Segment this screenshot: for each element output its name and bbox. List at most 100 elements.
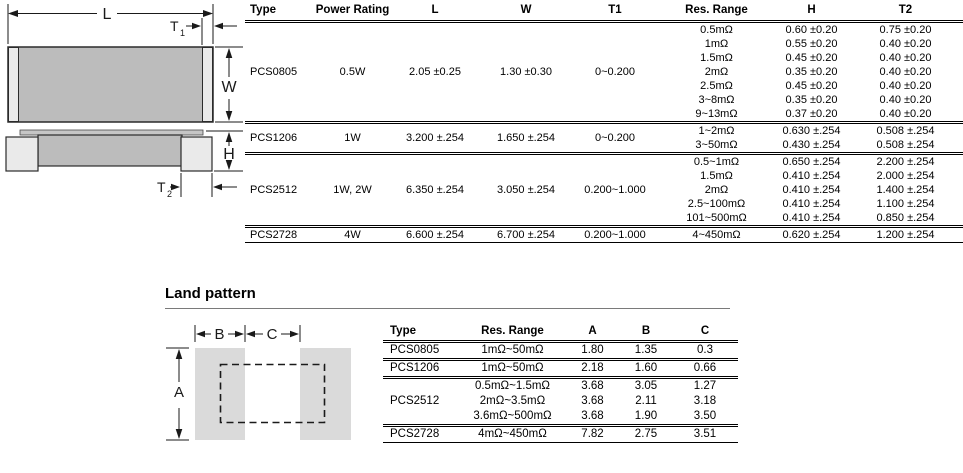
cell-t2: 0.40 ±0.20 bbox=[879, 108, 932, 120]
cell-b: 1.90 bbox=[634, 410, 658, 422]
dimensions-table: Type Power Rating L W T1 Res. Range H T2… bbox=[245, 0, 963, 243]
cell-h: 0.620 ±.254 bbox=[775, 225, 848, 243]
cell-res: 2mΩ bbox=[704, 66, 729, 78]
cell-res: 2mΩ~3.5mΩ bbox=[479, 395, 546, 407]
cell-res: 1mΩ~50mΩ bbox=[481, 344, 544, 356]
cell-res: 1.5mΩ bbox=[700, 52, 733, 64]
cell-type: PCS2728 bbox=[383, 424, 460, 443]
cell-w: 3.050 ±.254 bbox=[480, 152, 572, 227]
cell-res: 1.5mΩ bbox=[700, 170, 733, 182]
cell-power: 1W bbox=[315, 121, 390, 154]
header-l: L bbox=[390, 0, 480, 23]
cell-t2: 0.40 ±0.20 bbox=[879, 80, 932, 92]
cell-power: 1W, 2W bbox=[315, 152, 390, 227]
land-pattern-heading: Land pattern bbox=[165, 285, 730, 309]
chip-dimension-diagram: L T 1 W H T 2 bbox=[0, 0, 245, 220]
cell-type: PCS1206 bbox=[245, 121, 315, 154]
cell-t1: 0~0.200 bbox=[572, 121, 658, 154]
dim-label-w: W bbox=[221, 79, 237, 96]
dim-label-h: H bbox=[223, 146, 235, 163]
table-row: PCS2512 1W, 2W 6.350 ±.254 3.050 ±.254 0.200… bbox=[245, 152, 963, 227]
cell-h: 0.55 ±0.20 bbox=[785, 38, 838, 50]
land-pattern-table-section: Type Res. Range A B C PCS0805 1mΩ~50mΩ 1.8… bbox=[383, 322, 738, 443]
cell-l: 6.600 ±.254 bbox=[390, 225, 480, 243]
cell-t2: 0.850 ±.254 bbox=[876, 212, 935, 224]
land-diagram-svg: B C A bbox=[166, 325, 351, 441]
cell-type: PCS0805 bbox=[390, 344, 440, 356]
cell-h: 0.37 ±0.20 bbox=[785, 108, 838, 120]
chip-body-top-view bbox=[7, 46, 214, 123]
table-row: PCS1206 1W 3.200 ±.254 1.650 ±.254 0~0.200 1~… bbox=[245, 121, 963, 154]
table-row: 2.5~100mΩ 0.410 ±.254 1.100 ±.254 bbox=[245, 197, 963, 211]
chip-terminal-right bbox=[202, 47, 213, 122]
cell-res: 9~13mΩ bbox=[695, 108, 738, 120]
cell-h: 0.45 ±0.20 bbox=[785, 52, 838, 64]
cell-t1: 0.200~1.000 bbox=[572, 225, 658, 243]
cell-power: 4W bbox=[315, 225, 390, 243]
table-row: 2mΩ~3.5mΩ 3.68 2.11 3.18 bbox=[383, 394, 738, 409]
chip-side-terminal-right bbox=[180, 136, 213, 172]
cell-c: 1.27 bbox=[672, 376, 738, 394]
dim-label-b: B bbox=[214, 326, 224, 343]
header-power-rating: Power Rating bbox=[315, 0, 390, 23]
land-header-b: B bbox=[620, 322, 672, 343]
cell-res: 0.5~1mΩ bbox=[658, 152, 775, 169]
table-row: PCS2728 4W 6.600 ±.254 6.700 ±.254 0.200~1.0… bbox=[245, 225, 963, 243]
cell-t2: 0.75 ±0.20 bbox=[879, 24, 932, 36]
cell-res: 2.5mΩ bbox=[700, 80, 733, 92]
table-row: PCS1206 1mΩ~50mΩ 2.18 1.60 0.66 bbox=[383, 358, 738, 378]
cell-a: 3.68 bbox=[581, 395, 604, 407]
table-row: PCS2728 4mΩ~450mΩ 7.82 2.75 3.51 bbox=[383, 424, 738, 443]
table-row: 3~50mΩ 0.430 ±.254 0.508 ±.254 bbox=[245, 138, 963, 154]
table-row: 2mΩ 0.410 ±.254 1.400 ±.254 bbox=[245, 183, 963, 197]
cell-h: 0.410 ±.254 bbox=[782, 212, 841, 224]
cell-w: 1.650 ±.254 bbox=[480, 121, 572, 154]
cell-l: 3.200 ±.254 bbox=[390, 121, 480, 154]
cell-c: 0.3 bbox=[697, 344, 713, 356]
chip-body-side-view bbox=[37, 134, 183, 167]
cell-res: 0.5mΩ~1.5mΩ bbox=[460, 376, 565, 394]
dim-label-l: L bbox=[103, 6, 112, 23]
cell-c: 0.66 bbox=[672, 358, 738, 378]
cell-res: 4~450mΩ bbox=[658, 225, 775, 243]
cell-t2: 0.40 ±0.20 bbox=[879, 52, 932, 64]
dim-label-t2-sub: 2 bbox=[167, 189, 172, 199]
cell-res: 3~50mΩ bbox=[695, 139, 738, 151]
cell-b: 2.11 bbox=[635, 395, 657, 407]
table-row: 101~500mΩ 0.410 ±.254 0.850 ±.254 bbox=[245, 211, 963, 227]
table-row: 1mΩ 0.55 ±0.20 0.40 ±0.20 bbox=[245, 37, 963, 51]
cell-w: 1.30 ±0.30 bbox=[500, 66, 552, 78]
cell-a: 2.18 bbox=[565, 358, 620, 378]
table-row: 1.5mΩ 0.45 ±0.20 0.40 ±0.20 bbox=[245, 51, 963, 65]
cell-t2: 1.200 ±.254 bbox=[848, 225, 963, 243]
cell-t2: 0.508 ±.254 bbox=[876, 139, 935, 151]
cell-type: PCS2512 bbox=[245, 152, 315, 227]
cell-type: PCS0805 bbox=[250, 66, 298, 78]
dim-label-t1-sub: 1 bbox=[180, 28, 185, 38]
cell-t2: 1.400 ±.254 bbox=[876, 184, 935, 196]
header-h: H bbox=[775, 0, 848, 23]
table-row: 2.5mΩ 0.45 ±0.20 0.40 ±0.20 bbox=[245, 79, 963, 93]
cell-t1: 0.200~1.000 bbox=[572, 152, 658, 227]
cell-t2: 0.40 ±0.20 bbox=[879, 66, 932, 78]
cell-type: PCS2728 bbox=[245, 225, 315, 243]
cell-h: 0.35 ±0.20 bbox=[785, 94, 838, 106]
land-header-c: C bbox=[672, 322, 738, 343]
dimensions-table-section: Type Power Rating L W T1 Res. Range H T2… bbox=[245, 0, 963, 243]
cell-power: 0.5W bbox=[339, 66, 366, 78]
cell-res: 0.5mΩ bbox=[700, 24, 733, 36]
chip-diagram-svg: L T 1 W H T 2 bbox=[5, 4, 243, 199]
cell-res: 3.6mΩ~500mΩ bbox=[473, 410, 552, 422]
header-t1: T1 bbox=[572, 0, 658, 23]
land-table-header-row: Type Res. Range A B C bbox=[383, 322, 738, 343]
cell-t2: 0.40 ±0.20 bbox=[879, 38, 932, 50]
cell-h: 0.35 ±0.20 bbox=[785, 66, 838, 78]
cell-res: 1~2mΩ bbox=[658, 121, 775, 138]
cell-c: 3.50 bbox=[693, 410, 717, 422]
header-t2: T2 bbox=[848, 0, 963, 23]
cell-res: 2.5~100mΩ bbox=[687, 198, 746, 210]
header-w: W bbox=[480, 0, 572, 23]
cell-t1: 0~0.200 bbox=[594, 66, 636, 78]
cell-w: 6.700 ±.254 bbox=[480, 225, 572, 243]
cell-l: 2.05 ±0.25 bbox=[409, 66, 461, 78]
